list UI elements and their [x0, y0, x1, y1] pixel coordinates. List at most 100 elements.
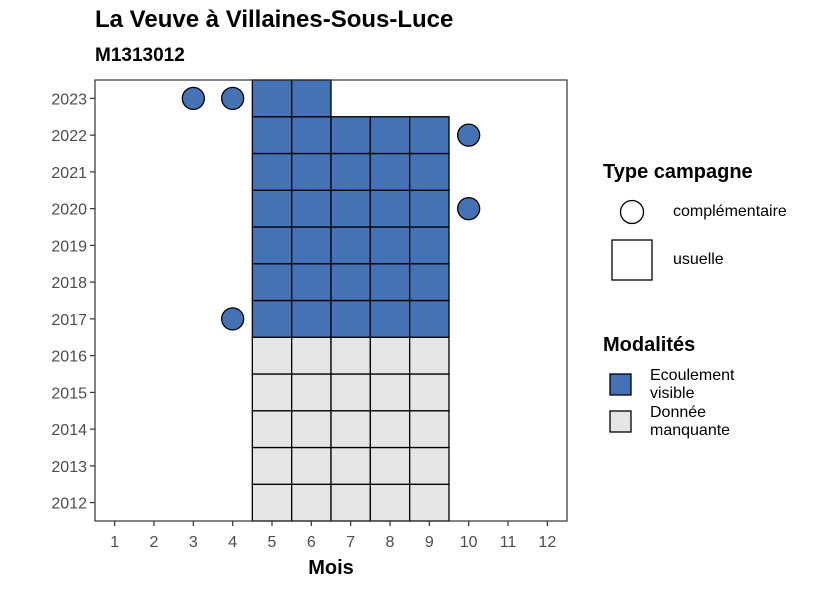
tile-usuelle: [409, 410, 450, 449]
y-tick-label: 2021: [51, 165, 87, 182]
tile-usuelle: [369, 189, 411, 228]
tile-usuelle: [291, 263, 332, 302]
y-tick-label: 2014: [51, 422, 87, 439]
y-tick-label: 2016: [51, 349, 87, 366]
tile-usuelle: [251, 336, 293, 375]
legend-key-usuelle: [611, 239, 653, 281]
tile-usuelle: [330, 446, 371, 485]
tile-usuelle: [291, 116, 332, 155]
tile-usuelle: [369, 446, 411, 485]
tile-usuelle: [251, 410, 293, 449]
tile-usuelle: [369, 263, 411, 302]
point-complementaire: [457, 196, 481, 221]
tile-usuelle: [291, 483, 332, 522]
y-tick-label: 2012: [51, 496, 87, 513]
tile-usuelle: [251, 152, 293, 191]
tile-usuelle: [369, 226, 411, 265]
tile-usuelle: [251, 446, 293, 485]
tile-usuelle: [251, 299, 293, 338]
tile-usuelle: [409, 263, 450, 302]
legend-key-manquante: [609, 410, 632, 433]
tile-usuelle: [330, 226, 371, 265]
y-tick-label: 2015: [51, 385, 87, 402]
tile-usuelle: [369, 410, 411, 449]
y-tick-label: 2020: [51, 202, 87, 219]
legend-modalite-label-ecoulement: Ecoulement visible: [650, 367, 735, 402]
tile-usuelle: [251, 79, 293, 118]
plot-panel-border: [94, 79, 568, 522]
tile-usuelle: [409, 446, 450, 485]
legend-type-label-complementaire: complémentaire: [673, 203, 787, 220]
tile-usuelle: [330, 189, 371, 228]
tile-usuelle: [330, 116, 371, 155]
y-tick-label: 2013: [51, 459, 87, 476]
legend-key-ecoulement: [609, 373, 632, 396]
y-tick-label: 2023: [51, 91, 87, 108]
tile-usuelle: [251, 483, 293, 522]
tile-usuelle: [291, 152, 332, 191]
tile-usuelle: [409, 116, 450, 155]
point-complementaire: [457, 123, 481, 147]
tile-usuelle: [369, 483, 411, 522]
tile-usuelle: [409, 152, 450, 191]
tile-usuelle: [330, 410, 371, 449]
tile-usuelle: [291, 79, 332, 118]
tile-usuelle: [291, 410, 332, 449]
tile-usuelle: [291, 226, 332, 265]
y-tick-label: 2017: [51, 312, 87, 329]
tile-usuelle: [409, 373, 450, 412]
tile-usuelle: [330, 263, 371, 302]
tile-usuelle: [251, 116, 293, 155]
chart-subtitle: M1313012: [95, 45, 185, 66]
legend-modalite-label-manquante: Donnée manquante: [650, 404, 731, 439]
point-complementaire: [221, 307, 245, 331]
legend-type-title: Type campagne: [603, 161, 753, 183]
y-tick-label: 2019: [51, 238, 87, 255]
tile-usuelle: [369, 373, 411, 412]
tile-usuelle: [251, 373, 293, 412]
point-complementaire: [181, 86, 205, 111]
y-tick-label: 2022: [51, 128, 87, 145]
tile-usuelle: [369, 336, 411, 375]
x-axis-title: Mois: [308, 557, 354, 579]
tile-usuelle: [251, 263, 293, 302]
tile-usuelle: [251, 226, 293, 265]
tile-usuelle: [369, 299, 411, 338]
x-tick-label: 1: [110, 534, 119, 551]
tile-usuelle: [251, 189, 293, 228]
tile-usuelle: [291, 446, 332, 485]
x-tick-label: 12: [538, 534, 556, 551]
legend-key-complementaire: [619, 199, 645, 225]
tile-usuelle: [330, 152, 371, 191]
tile-usuelle: [330, 483, 371, 522]
tile-usuelle: [291, 336, 332, 375]
point-complementaire: [221, 86, 245, 111]
chart-title: La Veuve à Villaines-Sous-Luce: [95, 6, 454, 33]
tile-usuelle: [409, 189, 450, 228]
x-tick-label: 9: [425, 534, 434, 551]
tile-usuelle: [409, 483, 450, 522]
tile-usuelle: [330, 373, 371, 412]
tile-usuelle: [330, 336, 371, 375]
x-tick-label: 4: [228, 534, 237, 551]
x-tick-label: 6: [307, 534, 316, 551]
tile-usuelle: [291, 189, 332, 228]
x-tick-label: 5: [268, 534, 277, 551]
legend-modalites-title: Modalités: [603, 334, 696, 356]
tile-usuelle: [409, 299, 450, 338]
tile-usuelle: [330, 299, 371, 338]
legend-type-label-usuelle: usuelle: [673, 251, 724, 268]
x-tick-label: 8: [386, 534, 395, 551]
tile-usuelle: [409, 336, 450, 375]
tile-usuelle: [369, 152, 411, 191]
x-tick-label: 10: [460, 534, 478, 551]
tile-usuelle: [291, 373, 332, 412]
x-tick-label: 2: [150, 534, 159, 551]
x-tick-label: 11: [500, 534, 517, 551]
x-tick-label: 3: [189, 534, 198, 551]
tile-usuelle: [409, 226, 450, 265]
x-tick-label: 7: [346, 534, 355, 551]
tile-usuelle: [291, 299, 332, 338]
y-tick-label: 2018: [51, 275, 87, 292]
